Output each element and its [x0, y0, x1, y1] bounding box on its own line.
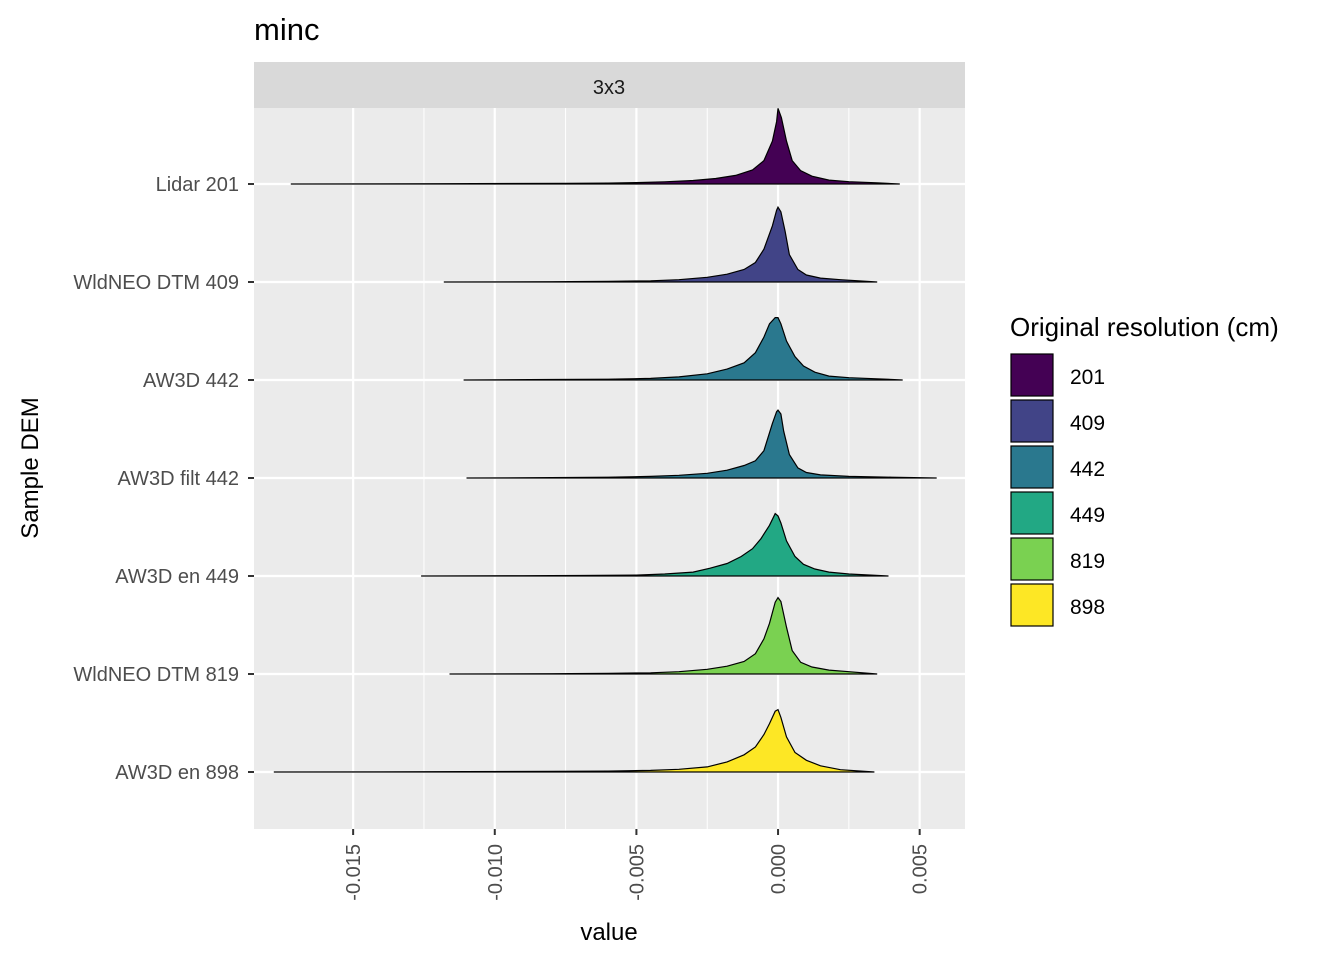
- legend-label: 898: [1070, 596, 1105, 619]
- chart-title: minc: [254, 12, 319, 47]
- x-tick-label: -0.015: [343, 844, 365, 901]
- x-tick-label: -0.005: [626, 844, 648, 901]
- y-tick-label: WldNEO DTM 409: [73, 272, 239, 294]
- facet-strip: [254, 62, 965, 108]
- legend-label: 409: [1070, 412, 1105, 435]
- y-tick-label: Lidar 201: [156, 174, 239, 196]
- legend-title: Original resolution (cm): [1010, 312, 1279, 342]
- legend-key-819: [1010, 537, 1054, 581]
- ridge-aw3d-filt-442: [466, 409, 937, 479]
- y-tick-label: AW3D filt 442: [117, 468, 239, 490]
- ridge-aw3d-442: [463, 317, 903, 381]
- legend-key-409: [1010, 399, 1054, 443]
- facet-label: 3x3: [593, 77, 625, 99]
- ridges: [273, 108, 937, 773]
- ridge-wldneo-dtm-819: [449, 596, 878, 675]
- x-axis: -0.015 -0.010 -0.005 0.000 0.005: [343, 829, 932, 901]
- legend-key-442: [1010, 445, 1054, 489]
- legend-key-449: [1010, 491, 1054, 535]
- ridge-aw3d-en-449: [421, 512, 889, 577]
- x-axis-label: value: [580, 919, 637, 946]
- legend: Original resolution (cm) 201 409 442 449 819…: [1010, 312, 1279, 627]
- x-tick-label: 0.000: [768, 844, 790, 894]
- legend-key-201: [1010, 353, 1054, 397]
- x-tick-label: -0.010: [485, 844, 507, 901]
- y-tick-label: AW3D en 898: [115, 762, 239, 784]
- ridge-lidar-201: [290, 108, 900, 185]
- x-tick-label: 0.005: [910, 844, 932, 894]
- y-tick-label: AW3D 442: [143, 370, 239, 392]
- plot-panel: [254, 108, 965, 829]
- legend-label: 442: [1070, 458, 1105, 481]
- y-tick-label: WldNEO DTM 819: [73, 664, 239, 686]
- ridge-wldneo-dtm-409: [443, 205, 878, 283]
- y-tick-label: AW3D en 449: [115, 566, 239, 588]
- y-axis-label: Sample DEM: [17, 397, 44, 538]
- y-axis: Lidar 201 WldNEO DTM 409 AW3D 442 AW3D filt…: [73, 174, 254, 784]
- legend-label: 449: [1070, 504, 1105, 527]
- legend-label: 819: [1070, 550, 1105, 573]
- ridge-aw3d-en-898: [273, 708, 875, 773]
- legend-label: 201: [1070, 366, 1105, 389]
- legend-key-898: [1010, 583, 1054, 627]
